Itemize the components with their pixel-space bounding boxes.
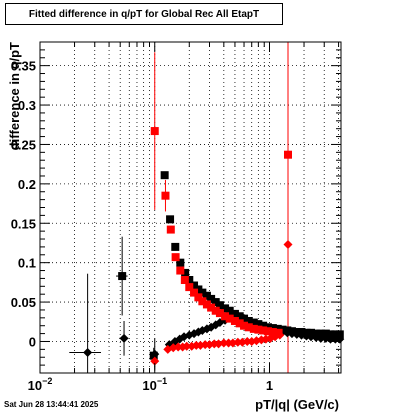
data-point-square [215,309,224,318]
data-point-diamond [182,341,192,351]
data-point-square [284,150,293,159]
data-point-square [176,266,185,275]
y-tick-label: 0.2 [18,177,36,192]
data-point-square [198,288,207,297]
data-point-square [180,276,189,285]
data-point-square [230,309,239,318]
data-point-square [235,312,244,321]
data-point-square [263,327,272,336]
data-point-square [254,325,263,334]
y-tick-label: 0.25 [11,137,36,152]
grid [40,42,341,373]
data-point-square [240,321,249,330]
data-point-square [259,326,268,335]
data-point-square [225,306,234,315]
data-point-square [240,314,249,323]
chart-title-box: Fitted difference in q/pT for Global Rec… [5,3,283,25]
data-point-square [268,328,277,337]
data-point-diamond [219,338,229,348]
data-point-square [225,314,234,323]
data-point-diamond [316,333,326,343]
data-point-square [221,312,230,321]
y-tick-label: 0.1 [18,256,36,271]
data-point-square [171,242,180,251]
data-point-diamond [150,356,160,366]
plot-frame [39,41,342,374]
data-point-square [244,316,253,325]
data-point-square [207,294,216,303]
y-axis-label: difference in q/pT [7,42,22,150]
data-point-square [207,303,216,312]
data-point-square [118,272,127,281]
data-point-square [150,127,159,136]
y-tick-label: 0.3 [18,98,36,113]
data-point-diamond [150,349,160,359]
data-point-square [160,171,169,180]
x-tick-label: 1 [266,378,273,393]
data-marks [69,52,345,373]
data-point-square [211,306,220,315]
data-point-square [211,298,220,307]
y-tick-label: 0 [29,334,36,349]
x-tick-label: 10−1 [142,376,167,393]
data-point-square [221,304,230,313]
data-point-square [166,215,175,224]
data-point-square [316,329,325,338]
data-point-diamond [283,240,293,250]
data-point-diamond [83,348,93,358]
data-point-diamond [275,330,285,340]
data-point-square [190,281,199,290]
y-tick-label: 0.15 [11,216,36,231]
data-point-square [190,288,199,297]
data-point-square [171,253,180,262]
data-point-square [181,268,190,277]
timestamp: Sat Jun 28 13:44:41 2025 [4,400,99,409]
y-tick-label: 0.05 [11,295,36,310]
data-point-square [326,330,335,339]
data-point-square [331,330,340,339]
data-point-square [198,297,207,306]
x-axis-label: pT/|q| (GeV/c) [255,397,339,412]
x-tick-label: 10−2 [28,376,53,393]
data-point-square [321,329,330,338]
data-point-square [335,330,344,339]
data-point-square [249,324,258,333]
data-point-square [230,316,239,325]
data-point-square [202,291,211,300]
data-point-square [202,300,211,309]
data-point-square [215,301,224,310]
data-point-square [185,283,194,292]
data-point-square [185,276,194,285]
data-point-square [249,318,258,327]
axis-ticks [39,41,341,374]
data-point-square [161,191,170,200]
data-point-square [244,323,253,332]
tick-labels: 10−2 10−1 1 0 0.05 0.1 0.15 0.2 0.25 0.3 0.35 [11,59,273,393]
data-point-square [166,225,175,234]
data-point-square [235,319,244,328]
chart-title: Fitted difference in q/pT for Global Rec… [28,8,260,20]
y-tick-label: 0.35 [11,59,36,74]
data-point-square [176,258,185,267]
data-point-diamond [119,333,129,343]
